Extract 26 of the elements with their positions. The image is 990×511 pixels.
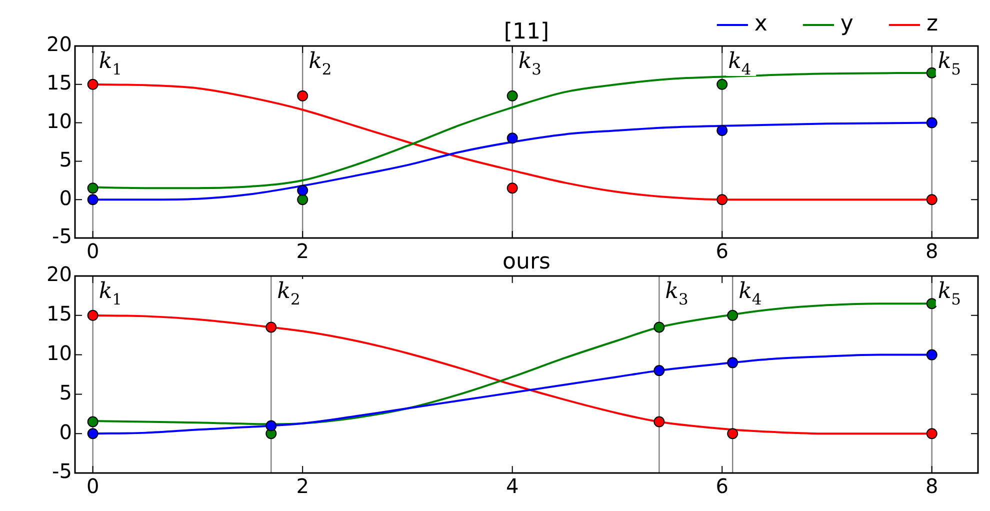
x-tick-label: 2	[296, 474, 309, 498]
x-tick-label: 0	[86, 239, 100, 264]
x-tick-label: 2	[296, 239, 309, 264]
y-tick-label: 5	[59, 147, 72, 172]
y-tick-label: -5	[52, 459, 72, 484]
y-tick-label: 0	[59, 186, 72, 210]
x-tick-label: 8	[925, 474, 938, 498]
chart-title: [11]	[504, 20, 550, 45]
y-tick-label: -5	[52, 224, 72, 248]
y-tick-label: 5	[59, 380, 72, 404]
y-tick-label: 15	[46, 302, 72, 326]
y-tick-label: 10	[46, 341, 72, 366]
x-tick-label: 0	[86, 474, 100, 498]
y-tick-label: 15	[46, 70, 72, 95]
y-tick-label: 10	[46, 109, 72, 134]
legend-label: x	[754, 12, 768, 37]
y-tick-label: 20	[46, 32, 72, 56]
x-tick-label: 4	[506, 474, 519, 498]
legend-label: y	[840, 12, 854, 37]
x-tick-label: 6	[716, 474, 728, 498]
x-tick-label: 8	[925, 239, 938, 264]
chart-title: ours	[502, 250, 550, 275]
y-tick-label: 0	[59, 420, 72, 444]
x-tick-label: 6	[716, 239, 728, 264]
legend-label: z	[926, 12, 938, 37]
y-tick-label: 20	[46, 262, 72, 286]
